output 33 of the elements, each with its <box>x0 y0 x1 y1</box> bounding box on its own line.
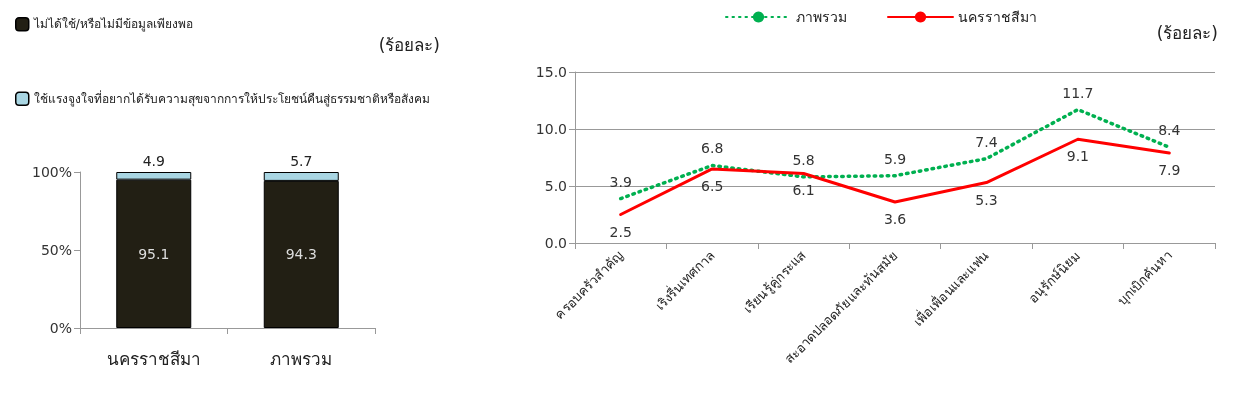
data-label: 5.9 <box>883 150 907 167</box>
data-label: 11.7 <box>1062 84 1094 101</box>
data-label: 7.4 <box>975 133 998 150</box>
data-label: 6.1 <box>792 182 815 199</box>
y-tick-label: 50% <box>40 242 72 258</box>
data-label: 3.6 <box>883 210 907 227</box>
data-label: 5.3 <box>975 191 998 208</box>
y-tick-label: 10.0 <box>535 121 567 137</box>
y-tick-label: 5.0 <box>544 178 567 194</box>
legend-label: ใช้แรงจูงใจที่อยากได้รับความสุขจากการให้ประโยชน์คืนสู่ธรรมชาติหรือสังคม <box>33 89 430 107</box>
data-label: 95.1 <box>138 245 170 262</box>
data-label: 5.7 <box>290 153 313 169</box>
y-axis-title: (ร้อยละ) <box>1156 22 1218 43</box>
data-label: 5.8 <box>792 151 815 168</box>
y-axis-title: (ร้อยละ) <box>378 34 440 55</box>
legend-label: ไม่ได้ใช้/หรือไม่มีข้อมูลเพียงพอ <box>32 17 193 33</box>
x-tick-label: ภาพรวม <box>270 348 333 369</box>
y-tick-label: 0% <box>49 320 72 336</box>
data-label: 9.1 <box>1066 148 1089 165</box>
data-label: 8.4 <box>1158 122 1181 139</box>
legend-label: ภาพรวม <box>796 9 847 25</box>
data-label: 4.9 <box>142 153 165 169</box>
data-label: 6.8 <box>701 140 724 157</box>
data-label: 6.5 <box>701 177 724 194</box>
x-tick-label: นครราชสีมา <box>106 348 201 369</box>
data-label: 2.5 <box>609 223 632 240</box>
y-tick-label: 0.0 <box>544 235 567 251</box>
y-tick-label: 15.0 <box>535 64 567 80</box>
data-label: 7.9 <box>1158 161 1181 178</box>
data-label: 3.9 <box>609 173 632 190</box>
legend-label: นครราชสีมา <box>958 9 1037 25</box>
y-tick-label: 100% <box>31 164 72 180</box>
data-label: 94.3 <box>285 246 317 263</box>
